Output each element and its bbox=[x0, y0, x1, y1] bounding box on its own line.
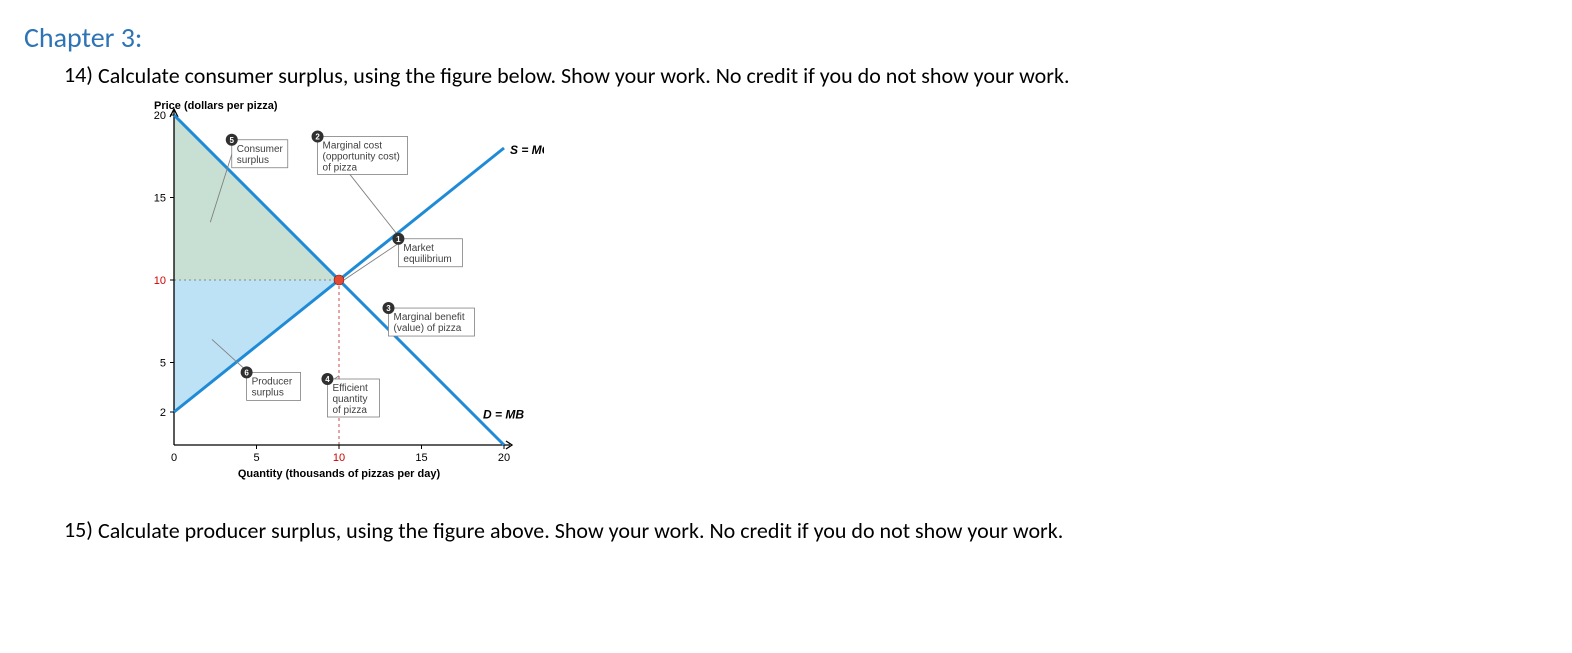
efficient-quantity-callout-text: Efficient bbox=[332, 383, 368, 394]
marginal-benefit-callout-text: Marginal benefit bbox=[394, 312, 465, 323]
question-15: 15) Calculate producer surplus, using th… bbox=[64, 516, 1548, 546]
chapter-title: Chapter 3: bbox=[24, 20, 1548, 55]
marginal-benefit-callout-text: (value) of pizza bbox=[394, 323, 462, 334]
efficient-quantity-badge-num: 4 bbox=[325, 375, 330, 384]
equilibrium-point bbox=[334, 275, 344, 285]
question-number: 15) bbox=[64, 516, 98, 543]
producer-surplus-callout-text: Producer bbox=[252, 376, 293, 387]
efficient-quantity-callout-text: quantity bbox=[332, 394, 367, 405]
x-tick-label: 10 bbox=[333, 452, 345, 464]
question-number: 14) bbox=[64, 61, 98, 88]
supply-label: S = MC bbox=[510, 143, 544, 157]
econ-figure: 2510152005101520Price (dollars per pizza… bbox=[124, 97, 1548, 502]
y-tick-label: 10 bbox=[154, 275, 166, 287]
x-tick-label: 15 bbox=[415, 452, 427, 464]
market-equilibrium-callout-text: equilibrium bbox=[403, 253, 451, 264]
question-text: Calculate consumer surplus, using the fi… bbox=[98, 61, 1070, 91]
x-tick-label: 5 bbox=[253, 452, 259, 464]
x-tick-label: 20 bbox=[498, 452, 510, 464]
demand-label: D = MB bbox=[483, 407, 524, 421]
producer-surplus-badge-num: 6 bbox=[244, 368, 249, 377]
x-axis-label: Quantity (thousands of pizzas per day) bbox=[238, 468, 441, 480]
market-equilibrium-callout-text: Market bbox=[403, 242, 434, 253]
question-14: 14) Calculate consumer surplus, using th… bbox=[64, 61, 1548, 91]
marginal-cost-callout-text: of pizza bbox=[323, 162, 358, 173]
question-text: Calculate producer surplus, using the fi… bbox=[98, 516, 1063, 546]
y-tick-label: 15 bbox=[154, 192, 166, 204]
market-equilibrium-badge-num: 1 bbox=[396, 234, 401, 243]
market-equilibrium-connector bbox=[344, 240, 402, 279]
marginal-cost-badge-num: 2 bbox=[315, 132, 320, 141]
producer-surplus-callout-text: surplus bbox=[252, 387, 284, 398]
marginal-benefit-badge-num: 3 bbox=[386, 304, 391, 313]
x-tick-label: 0 bbox=[171, 452, 177, 464]
consumer-surplus-callout-text: surplus bbox=[237, 154, 269, 165]
marginal-cost-callout-text: Marginal cost bbox=[323, 140, 383, 151]
y-tick-label: 5 bbox=[160, 357, 166, 369]
consumer-surplus-callout-text: Consumer bbox=[237, 143, 284, 154]
consumer-surplus-badge-num: 5 bbox=[230, 135, 235, 144]
y-axis-label: Price (dollars per pizza) bbox=[154, 100, 278, 112]
y-tick-label: 2 bbox=[160, 407, 166, 419]
marginal-cost-callout-text: (opportunity cost) bbox=[323, 151, 400, 162]
efficient-quantity-callout-text: of pizza bbox=[332, 405, 367, 416]
